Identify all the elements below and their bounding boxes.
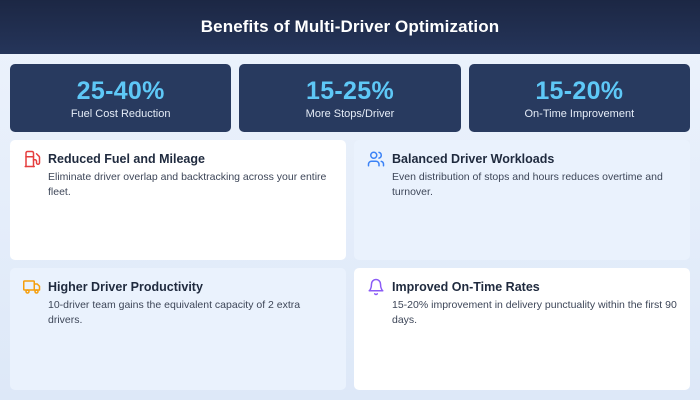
stat-value: 25-40% xyxy=(76,77,165,105)
stat-label: On-Time Improvement xyxy=(524,108,635,120)
stat-value: 15-20% xyxy=(535,77,624,105)
stat-label: Fuel Cost Reduction xyxy=(70,108,171,120)
card-title: Improved On-Time Rates xyxy=(392,280,540,294)
stat-on-time: 15-20% On-Time Improvement xyxy=(468,64,690,132)
header-bar: Benefits of Multi-Driver Optimization xyxy=(0,0,700,54)
card-title: Higher Driver Productivity xyxy=(48,280,203,294)
page-title: Benefits of Multi-Driver Optimization xyxy=(200,17,500,36)
stat-value: 15-25% xyxy=(306,77,394,105)
card-description: Even distribution of stops and hours red… xyxy=(392,171,663,198)
card-title: Balanced Driver Workloads xyxy=(392,152,555,166)
benefit-card-productivity: Higher Driver Productivity 10-driver tea… xyxy=(10,268,346,390)
stat-stops-per-driver: 15-25% More Stops/Driver xyxy=(239,64,461,132)
truck-icon xyxy=(22,277,42,297)
card-description: 15-20% improvement in delivery punctuali… xyxy=(392,299,677,326)
users-icon xyxy=(366,149,386,169)
card-title: Reduced Fuel and Mileage xyxy=(48,152,205,166)
stat-fuel-cost: 25-40% Fuel Cost Reduction xyxy=(10,64,232,132)
card-description: Eliminate driver overlap and backtrackin… xyxy=(48,171,327,198)
benefit-card-on-time: Improved On-Time Rates 15-20% improvemen… xyxy=(354,268,690,390)
bell-icon xyxy=(366,277,386,297)
card-description: 10-driver team gains the equivalent capa… xyxy=(48,299,301,326)
fuel-pump-icon xyxy=(22,149,42,169)
stat-label: More Stops/Driver xyxy=(305,108,395,120)
benefit-card-workloads: Balanced Driver Workloads Even distribut… xyxy=(354,140,690,260)
stats-row: 25-40% Fuel Cost Reduction 15-25% More S… xyxy=(10,64,690,132)
benefit-card-fuel: Reduced Fuel and Mileage Eliminate drive… xyxy=(10,140,346,260)
